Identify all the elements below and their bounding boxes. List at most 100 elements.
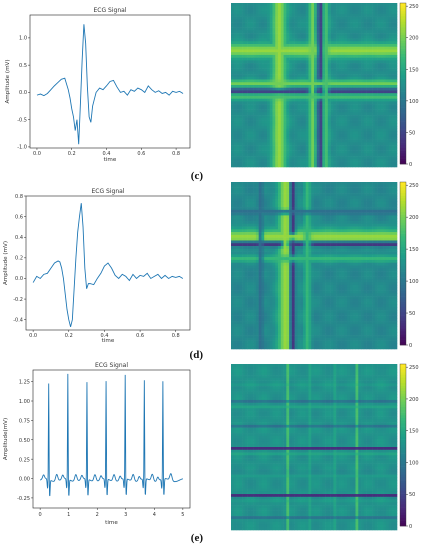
heatmap-cell bbox=[275, 117, 279, 121]
heatmap-cell bbox=[358, 65, 362, 69]
heatmap-cell bbox=[349, 187, 354, 191]
y-tick-label: 0.5 bbox=[19, 63, 27, 69]
heatmap-cell bbox=[289, 65, 293, 69]
heatmap-cell bbox=[325, 46, 329, 50]
heatmap-cell bbox=[266, 220, 271, 225]
heatmap-cell bbox=[336, 74, 340, 78]
heatmap-cell bbox=[369, 54, 373, 58]
heatmap-cell bbox=[325, 33, 329, 37]
heatmap-cell bbox=[297, 128, 301, 132]
heatmap-cell bbox=[242, 128, 246, 132]
heatmap-cell bbox=[388, 41, 392, 45]
heatmap-cell bbox=[242, 115, 246, 119]
heatmap-cell bbox=[286, 207, 290, 211]
heatmap-cell bbox=[314, 57, 318, 61]
heatmap-cell bbox=[374, 237, 378, 241]
heatmap-cell bbox=[311, 207, 315, 211]
x-tick-label: 0.4 bbox=[100, 333, 108, 339]
heatmap-cell bbox=[255, 229, 259, 233]
heatmap-cell bbox=[283, 90, 287, 94]
heatmap-cell bbox=[358, 209, 362, 213]
heatmap-cell bbox=[322, 117, 326, 121]
heatmap-cell bbox=[236, 223, 240, 227]
heatmap-cell bbox=[338, 54, 342, 58]
heatmap-cell bbox=[319, 106, 323, 110]
heatmap-cell bbox=[377, 156, 381, 160]
heatmap-cell bbox=[361, 234, 365, 238]
heatmap-cell bbox=[258, 30, 262, 34]
heatmap-cell bbox=[302, 87, 306, 91]
heatmap-cell bbox=[239, 184, 243, 188]
heatmap-cell bbox=[302, 126, 306, 130]
heatmap-cell bbox=[374, 156, 378, 160]
heatmap-cell bbox=[383, 19, 387, 23]
heatmap-cell bbox=[264, 212, 268, 216]
heatmap-cell bbox=[380, 44, 384, 48]
y-tick-label: 0.6 bbox=[15, 214, 23, 220]
heatmap-cell bbox=[250, 74, 254, 78]
heatmap-cell bbox=[302, 41, 306, 45]
heatmap-cell bbox=[374, 134, 378, 138]
heatmap-cell bbox=[388, 142, 392, 146]
heatmap-cell bbox=[363, 30, 367, 34]
heatmap-cell bbox=[333, 226, 337, 230]
heatmap-cell bbox=[347, 82, 351, 86]
heatmap-cell bbox=[336, 8, 340, 12]
heatmap-cell bbox=[363, 207, 367, 211]
heatmap-cell bbox=[247, 145, 251, 149]
heatmap-cell bbox=[316, 95, 320, 99]
heatmap-cell bbox=[316, 3, 320, 7]
heatmap-cell bbox=[297, 142, 301, 146]
heatmap-cell bbox=[250, 226, 254, 230]
heatmap-cell bbox=[233, 190, 237, 194]
heatmap-cell bbox=[327, 131, 331, 135]
heatmap-cell bbox=[294, 193, 298, 197]
heatmap-cell bbox=[233, 184, 237, 188]
heatmap-cell bbox=[294, 128, 298, 132]
heatmap-cell bbox=[231, 30, 235, 34]
heatmap-cell bbox=[236, 49, 240, 53]
heatmap-cell bbox=[308, 65, 312, 69]
heatmap-cell bbox=[308, 87, 312, 91]
heatmap-cell bbox=[372, 49, 376, 53]
heatmap-cell bbox=[383, 139, 387, 143]
heatmap-cell bbox=[286, 98, 290, 102]
heatmap-cell bbox=[325, 95, 329, 99]
heatmap-cell bbox=[286, 117, 290, 121]
heatmap-cell bbox=[291, 98, 295, 102]
heatmap-cell bbox=[272, 209, 276, 213]
heatmap-cell bbox=[289, 232, 293, 236]
heatmap-cell bbox=[336, 35, 340, 39]
heatmap-cell bbox=[374, 44, 378, 48]
heatmap-cell bbox=[269, 112, 273, 116]
x-tick-label: 0.6 bbox=[137, 151, 145, 157]
heatmap-cell bbox=[374, 52, 378, 56]
heatmap-cell bbox=[361, 115, 365, 119]
heatmap-cell bbox=[261, 223, 265, 227]
heatmap-cell bbox=[280, 112, 284, 116]
heatmap-cell bbox=[286, 209, 290, 213]
heatmap-cell bbox=[244, 27, 248, 31]
heatmap-cell bbox=[300, 5, 304, 9]
heatmap-cell bbox=[316, 115, 320, 119]
heatmap-cell bbox=[391, 182, 395, 186]
heatmap-cell bbox=[314, 93, 318, 97]
heatmap-cell bbox=[269, 117, 273, 121]
heatmap-cell bbox=[294, 74, 298, 78]
colorbar-segment bbox=[400, 51, 406, 55]
heatmap-cell bbox=[394, 193, 398, 197]
heatmap-cell bbox=[349, 161, 354, 165]
heatmap-cell bbox=[394, 16, 398, 20]
heatmap-cell bbox=[391, 52, 395, 56]
heatmap-cell bbox=[300, 212, 304, 216]
heatmap-cell bbox=[278, 190, 282, 194]
heatmap-cell bbox=[322, 63, 326, 67]
heatmap-cell bbox=[336, 85, 340, 89]
heatmap-cell bbox=[250, 229, 254, 233]
colorbar-segment bbox=[400, 131, 406, 135]
heatmap-cell bbox=[300, 27, 304, 31]
heatmap-cell bbox=[358, 229, 362, 233]
heatmap-cell bbox=[269, 38, 273, 42]
heatmap-cell bbox=[388, 223, 392, 227]
heatmap-cell bbox=[372, 22, 376, 26]
